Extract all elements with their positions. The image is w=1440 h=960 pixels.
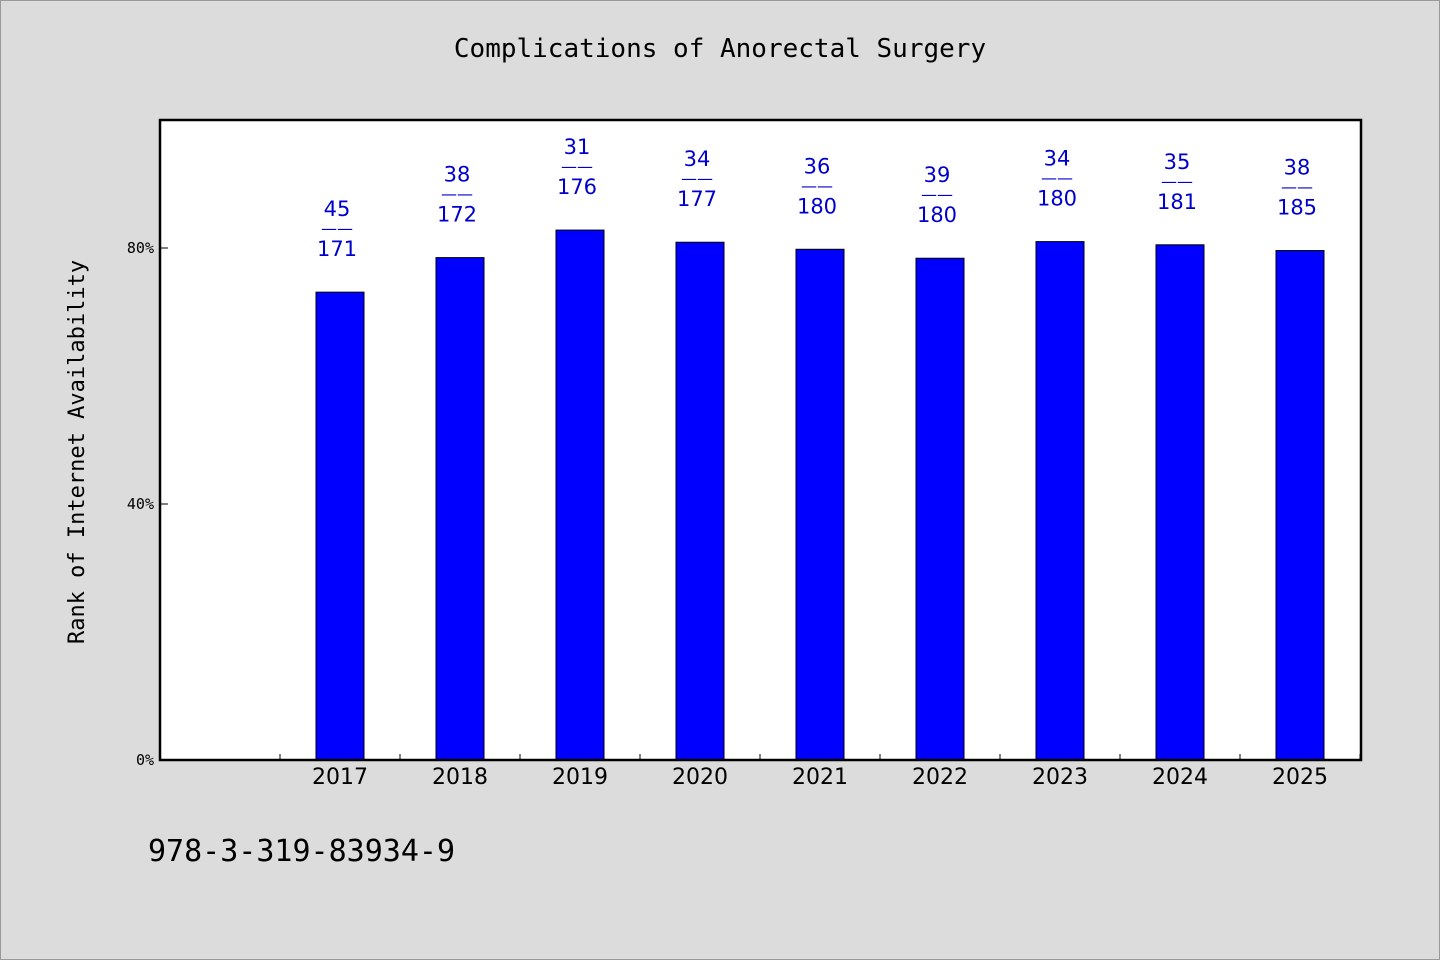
data-label-separator: ——	[801, 176, 833, 195]
x-tick-label: 2017	[312, 765, 368, 790]
y-axis-label: Rank of Internet Availability	[65, 260, 90, 644]
x-tick-label: 2022	[912, 765, 968, 790]
data-label-rank: 34	[684, 147, 711, 171]
data-label-rank: 35	[1164, 150, 1191, 174]
data-label-separator: ——	[561, 157, 593, 176]
data-label-rank: 38	[444, 163, 471, 187]
data-label-total: 180	[917, 203, 957, 227]
bar	[435, 257, 485, 761]
bar	[675, 241, 725, 761]
plot-border	[158, 118, 1363, 762]
data-label-total: 185	[1277, 196, 1317, 220]
bar	[1035, 241, 1085, 761]
chart-title: Complications of Anorectal Surgery	[453, 34, 987, 64]
x-tick-label: 2018	[432, 765, 488, 790]
data-label-total: 177	[677, 187, 717, 211]
data-label-rank: 38	[1284, 156, 1311, 180]
data-label-rank: 34	[1044, 147, 1071, 171]
data-label-rank: 31	[564, 135, 591, 159]
x-tick-label: 2021	[792, 765, 848, 790]
data-label-total: 172	[437, 203, 477, 227]
bar	[795, 248, 845, 761]
x-tick-label: 2023	[1032, 765, 1088, 790]
data-label-separator: ——	[921, 185, 953, 204]
x-tick-label: 2019	[552, 765, 608, 790]
data-label-rank: 36	[804, 154, 831, 178]
bar	[555, 229, 605, 761]
data-label-separator: ——	[1281, 178, 1313, 197]
bar	[915, 257, 965, 761]
y-tick-label: 80%	[127, 239, 154, 257]
bar	[1275, 250, 1325, 761]
isbn-code: 978-3-319-83934-9	[148, 834, 456, 869]
data-label-total: 180	[797, 194, 837, 218]
data-label-total: 180	[1037, 187, 1077, 211]
data-label-rank: 39	[924, 163, 951, 187]
data-label-total: 181	[1157, 190, 1197, 214]
bar	[1155, 244, 1205, 761]
bar	[315, 291, 365, 761]
data-label-rank: 45	[324, 197, 351, 221]
x-tick-label: 2020	[672, 765, 728, 790]
data-label-total: 171	[317, 237, 357, 261]
data-label-total: 176	[557, 175, 597, 199]
data-label-separator: ——	[681, 169, 713, 188]
x-tick-label: 2025	[1272, 765, 1328, 790]
y-tick-label: 40%	[127, 495, 154, 513]
data-label-separator: ——	[321, 219, 353, 238]
x-tick-label: 2024	[1152, 765, 1208, 790]
y-tick-label: 0%	[136, 751, 154, 769]
data-label-separator: ——	[441, 185, 473, 204]
data-label-separator: ——	[1161, 172, 1193, 191]
data-label-separator: ——	[1041, 169, 1073, 188]
